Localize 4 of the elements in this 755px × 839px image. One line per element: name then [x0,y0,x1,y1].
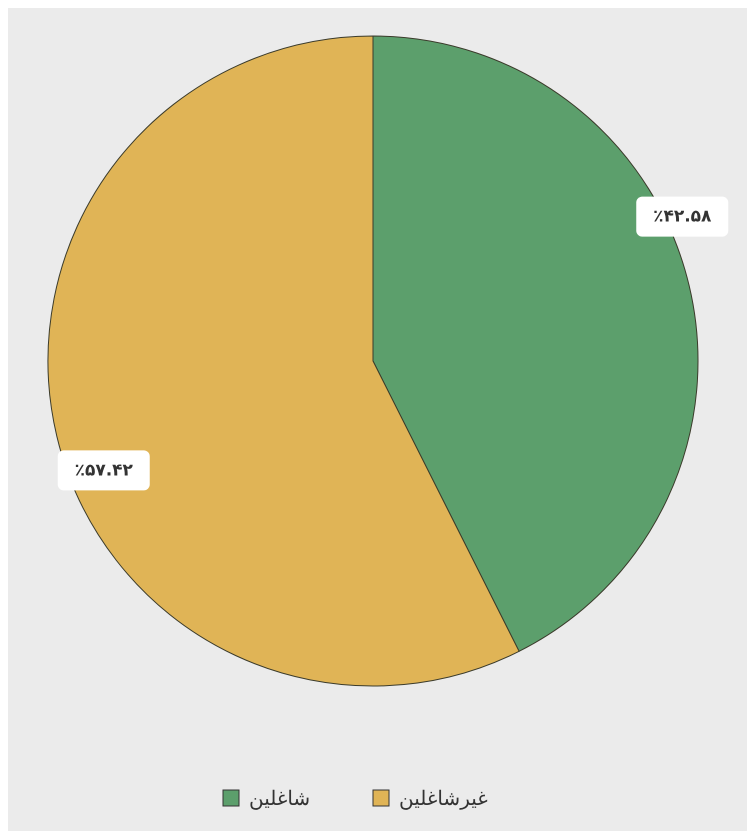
data-label: ٪۴۲.۵۸ [653,206,712,227]
legend-label: شاغلین [249,786,310,810]
data-label: ٪۵۷.۴۲ [74,460,134,480]
legend-label: غیرشاغلین [399,786,488,810]
